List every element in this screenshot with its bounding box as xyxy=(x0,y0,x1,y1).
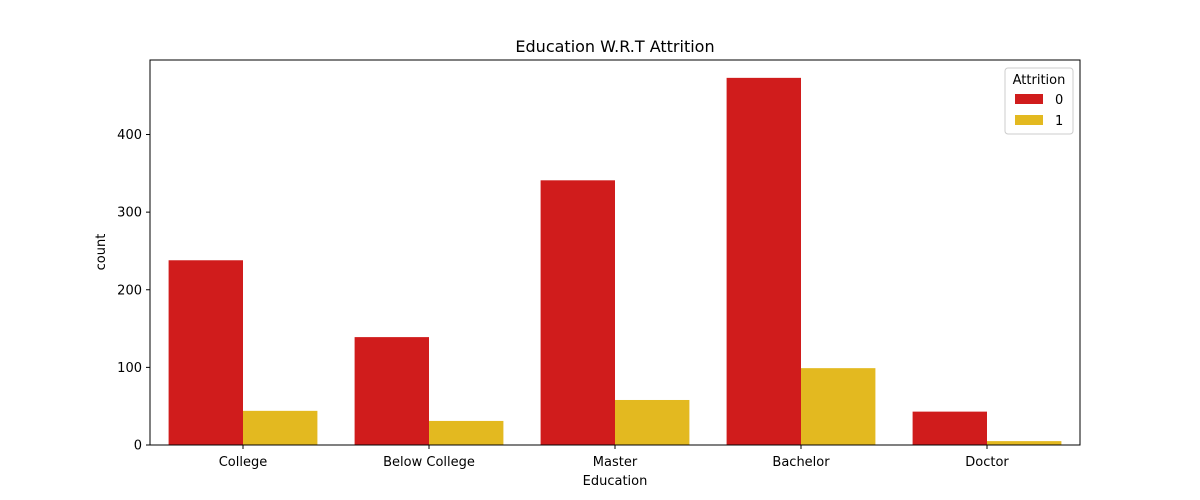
bar-doctor-attrition-1 xyxy=(987,441,1062,445)
y-tick-label: 100 xyxy=(117,361,142,376)
x-tick-label: Master xyxy=(593,455,638,470)
bar-below-college-attrition-1 xyxy=(429,420,504,445)
bar-college-attrition-1 xyxy=(243,410,318,445)
bar-master-attrition-0 xyxy=(540,180,615,445)
legend-swatch-1 xyxy=(1015,115,1043,125)
legend: Attrition 01 xyxy=(1004,67,1074,135)
chart-title: Education W.R.T Attrition xyxy=(515,37,714,56)
y-tick-label: 300 xyxy=(117,206,142,221)
legend-swatch-0 xyxy=(1015,94,1043,104)
y-axis: 0 100 200 300 400 xyxy=(117,128,150,454)
y-tick-label: 200 xyxy=(117,283,142,298)
bar-bachelor-attrition-0 xyxy=(726,77,801,446)
y-tick-label: 400 xyxy=(117,128,142,143)
x-tick-label: Doctor xyxy=(965,455,1009,470)
x-tick-label: College xyxy=(219,455,268,470)
x-axis: College Below College Master Bachelor Doctor xyxy=(219,445,1009,470)
bars-layer xyxy=(168,77,1062,446)
x-tick-label: Bachelor xyxy=(772,455,830,470)
plot-frame xyxy=(149,59,1081,446)
y-tick-label: 0 xyxy=(134,439,142,454)
x-axis-label: Education xyxy=(583,474,648,489)
bar-master-attrition-1 xyxy=(615,399,690,445)
bar-bachelor-attrition-1 xyxy=(801,368,876,445)
bar-doctor-attrition-0 xyxy=(912,411,987,445)
legend-entries: 01 xyxy=(1015,93,1063,129)
bar-college-attrition-0 xyxy=(168,260,243,445)
legend-label-0: 0 xyxy=(1055,93,1063,108)
legend-title: Attrition xyxy=(1013,73,1066,88)
bar-below-college-attrition-0 xyxy=(354,337,429,445)
x-tick-label: Below College xyxy=(383,455,475,470)
legend-label-1: 1 xyxy=(1055,114,1063,129)
y-axis-label: count xyxy=(94,234,109,271)
